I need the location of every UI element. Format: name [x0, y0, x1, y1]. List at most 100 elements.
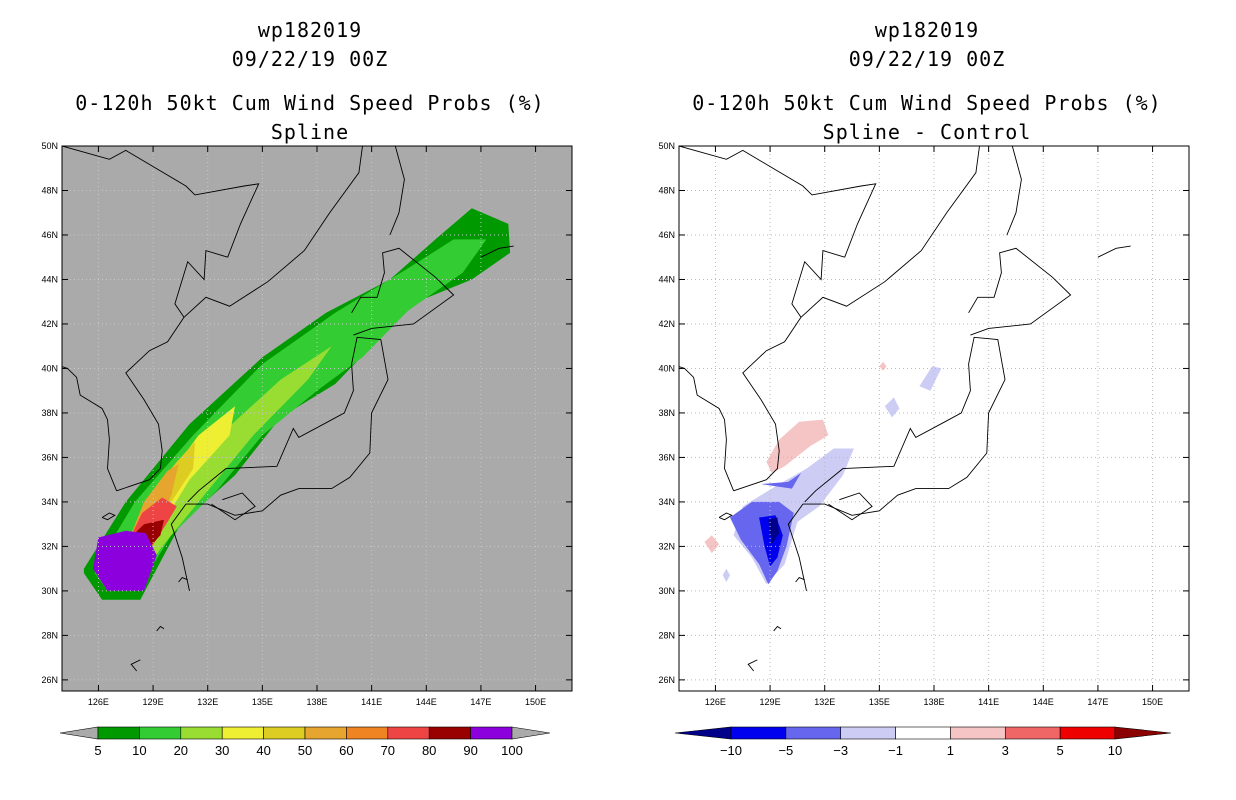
x-tick-label: 129E — [143, 697, 164, 707]
y-tick-label: 50N — [41, 141, 58, 151]
coastline — [747, 659, 758, 672]
colorbar-label: 10 — [1108, 743, 1122, 758]
y-tick-label: 48N — [41, 185, 58, 195]
left-title-main: 0-120h 50kt Cum Wind Speed Probs (%) — [75, 91, 545, 115]
coastline — [968, 247, 1072, 336]
colorbar-swatch — [263, 726, 306, 740]
y-tick-label: 32N — [658, 541, 675, 551]
coastline — [787, 336, 1006, 591]
coastline — [828, 492, 873, 521]
colorbar-label: 3 — [1002, 743, 1009, 758]
coastline — [480, 245, 514, 258]
y-tick-label: 40N — [41, 363, 58, 373]
map-layers — [62, 146, 572, 691]
left-title-storm: wp182019 — [257, 18, 363, 42]
colorbar-swatch — [840, 726, 896, 740]
colorbar-swatch — [180, 726, 223, 740]
contour-fill-level--3 — [884, 397, 900, 418]
contour-fill-level-100 — [93, 530, 157, 591]
coastline — [795, 577, 805, 583]
colorbar-swatch — [1004, 726, 1061, 740]
contour-fill-level--3 — [919, 366, 942, 391]
map-panel-1: 126E 129E 132E 135E 138E 141E 144E 147E 150E 26N 2… — [41, 141, 573, 707]
x-tick-label: 135E — [252, 697, 273, 707]
x-tick-label: 132E — [197, 697, 218, 707]
right-title-main: 0-120h 50kt Cum Wind Speed Probs (%) — [692, 91, 1162, 115]
coastline — [733, 317, 802, 492]
coastline — [679, 146, 877, 258]
colorbar-label: 80 — [422, 743, 436, 758]
colorbar-swatch — [785, 726, 842, 740]
coastline — [62, 366, 68, 369]
coastline — [679, 366, 685, 369]
y-tick-label: 44N — [41, 274, 58, 284]
x-tick-label: 147E — [470, 697, 491, 707]
colorbar-right-arrow — [511, 726, 551, 740]
coastline — [211, 492, 256, 521]
y-tick-label: 46N — [41, 230, 58, 240]
x-tick-label: 126E — [88, 697, 109, 707]
right-title-datetime: 09/22/19 00Z — [848, 47, 1006, 71]
contour-fill-level--10 — [768, 517, 780, 545]
colorbar-label: −3 — [833, 743, 848, 758]
x-tick-label: 135E — [869, 697, 890, 707]
x-tick-label: 147E — [1087, 697, 1108, 707]
colorbar-swatch — [1059, 726, 1116, 740]
colorbar-label: 10 — [132, 743, 146, 758]
colorbar-swatch — [221, 726, 264, 740]
coastline — [156, 625, 165, 632]
colorbar-label: 50 — [298, 743, 312, 758]
coastline — [178, 577, 188, 583]
left-title-datetime: 09/22/19 00Z — [231, 47, 389, 71]
coastline — [1097, 245, 1131, 258]
y-tick-label: 42N — [41, 319, 58, 329]
coastline — [116, 317, 185, 492]
y-tick-label: 38N — [658, 408, 675, 418]
colorbar-label: 5 — [1057, 743, 1064, 758]
coastline — [718, 512, 733, 521]
map-panel-2: 126E 129E 132E 135E 138E 141E 144E 147E 150E 26N 2… — [658, 141, 1190, 707]
y-tick-label: 48N — [658, 185, 675, 195]
colorbar-right-arrow — [1114, 726, 1172, 740]
x-tick-label: 129E — [760, 697, 781, 707]
y-tick-label: 26N — [658, 675, 675, 685]
y-tick-label: 34N — [658, 497, 675, 507]
colorbar-label: −5 — [778, 743, 793, 758]
colorbar-label: 5 — [94, 743, 101, 758]
coastline — [101, 512, 116, 521]
x-tick-label: 126E — [705, 697, 726, 707]
y-tick-label: 26N — [41, 675, 58, 685]
x-tick-label: 150E — [1142, 697, 1163, 707]
contour-fill-level-3 — [766, 419, 829, 473]
colorbar-swatch — [387, 726, 430, 740]
y-tick-label: 30N — [41, 586, 58, 596]
left-title-subtitle: Spline — [270, 120, 350, 144]
colorbar-swatch — [346, 726, 389, 740]
coastline — [183, 146, 363, 318]
colorbar-swatch — [139, 726, 182, 740]
colorbar-label: 70 — [381, 743, 395, 758]
colorbar-label: 60 — [339, 743, 353, 758]
right-title-subtitle: Spline - Control — [822, 120, 1032, 144]
y-tick-label: 36N — [41, 452, 58, 462]
coastline — [62, 146, 260, 258]
y-tick-label: 50N — [658, 141, 675, 151]
colorbar-label: 100 — [501, 743, 523, 758]
x-tick-label: 138E — [306, 697, 327, 707]
colorbar-label: −1 — [888, 743, 903, 758]
x-tick-label: 138E — [923, 697, 944, 707]
colorbar-1: 5 10 20 30 40 50 60 70 80 90 100 — [59, 726, 551, 758]
y-tick-label: 32N — [41, 541, 58, 551]
colorbar-swatch — [470, 726, 513, 740]
y-tick-label: 28N — [658, 630, 675, 640]
colorbar-swatch — [97, 726, 140, 740]
coastline — [800, 146, 980, 318]
colorbar-label: 90 — [463, 743, 477, 758]
colorbar-2: −10 −5 −3 −1 1 3 5 10 — [674, 726, 1172, 758]
colorbar-swatch — [730, 726, 787, 740]
colorbar-swatch — [428, 726, 471, 740]
y-tick-label: 30N — [658, 586, 675, 596]
contour-fill-level--3 — [761, 473, 801, 489]
coastline — [389, 146, 405, 236]
